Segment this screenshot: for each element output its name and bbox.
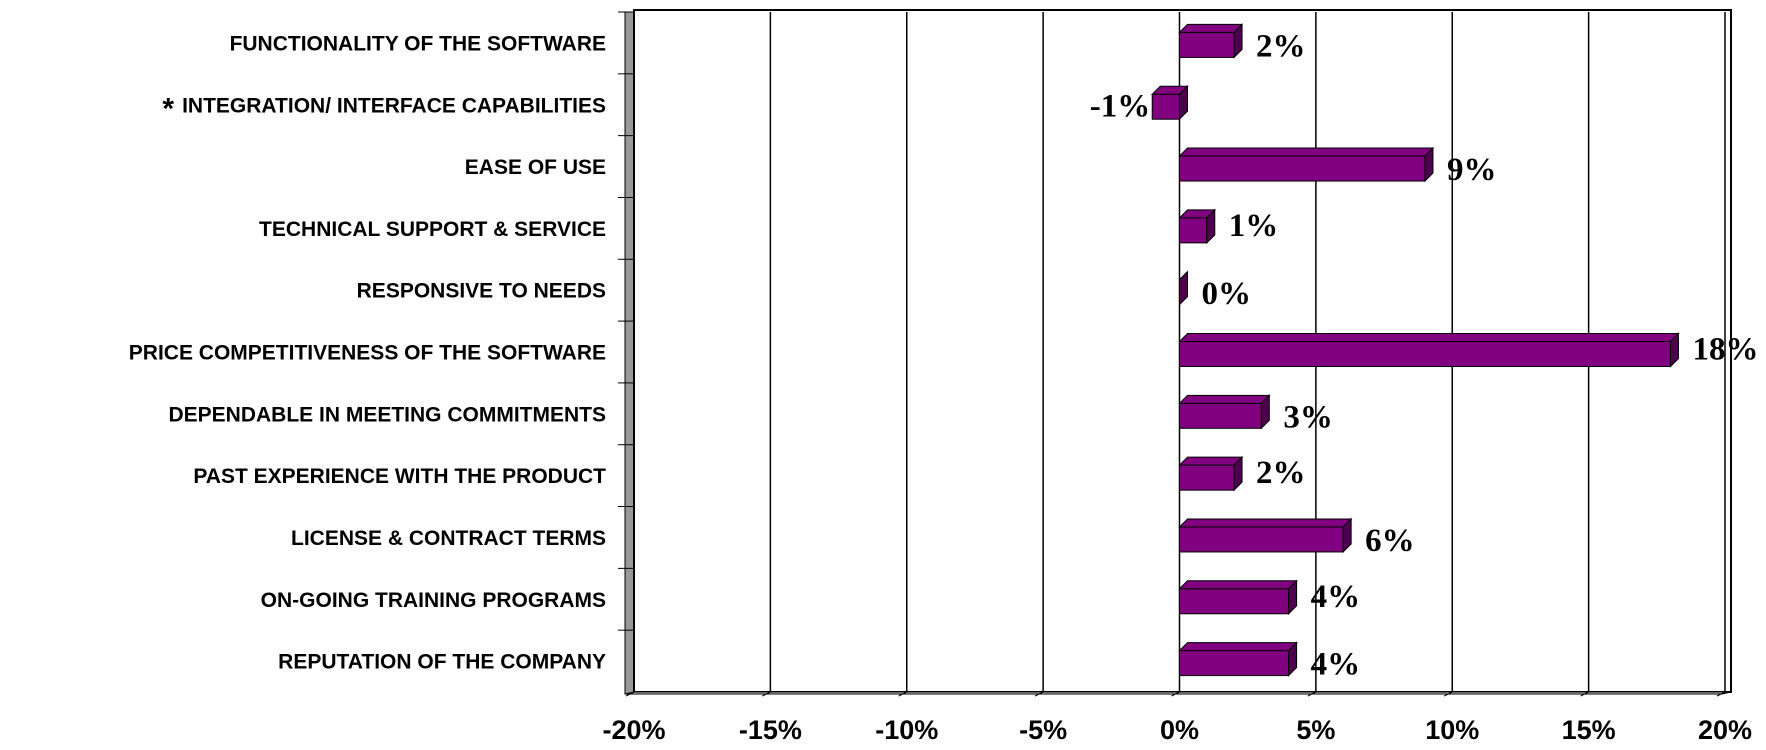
bar-top (1178, 580, 1298, 590)
value-label: 4% (1311, 579, 1361, 615)
bar (1179, 464, 1235, 491)
bar-side (1424, 146, 1434, 183)
bar (1179, 526, 1344, 553)
value-label: -1% (1090, 88, 1151, 124)
y-tick-label: EASE OF USE (465, 156, 606, 179)
x-tick (1716, 691, 1726, 697)
bar (1179, 650, 1290, 677)
value-label: 0% (1202, 276, 1252, 312)
bar-side (1288, 579, 1298, 615)
x-tick (625, 691, 635, 697)
x-tick (1171, 691, 1180, 697)
side-wall (624, 11, 635, 695)
bar-top (1178, 333, 1680, 342)
y-tick-label: LICENSE & CONTRACT TERMS (291, 527, 606, 550)
bar (1179, 217, 1208, 244)
bar-top (1178, 147, 1435, 157)
value-label: 3% (1283, 399, 1333, 435)
x-tick-label: -15% (739, 715, 802, 745)
bar-side (1342, 517, 1352, 554)
x-tick-label: -20% (602, 715, 665, 745)
bar-side (1669, 332, 1679, 368)
x-tick (1580, 691, 1589, 697)
x-tick-label: 15% (1562, 715, 1616, 745)
bar (1179, 341, 1671, 367)
value-label: 18% (1692, 332, 1758, 368)
x-tick (1034, 691, 1044, 697)
x-tick (898, 691, 907, 697)
y-tick-label: DEPENDABLE IN MEETING COMMITMENTS (168, 403, 606, 426)
x-tick (1307, 691, 1317, 697)
bar-side (1206, 208, 1216, 245)
bar-side (1179, 270, 1188, 306)
x-tick-label: 5% (1296, 715, 1335, 745)
value-label: 2% (1256, 455, 1306, 491)
y-tick-label: RESPONSIVE TO NEEDS (357, 280, 606, 303)
bar-top (1178, 456, 1244, 466)
bar-top (1178, 23, 1244, 33)
y-tick-label: PRICE COMPETITIVENESS OF THE SOFTWARE (129, 342, 606, 365)
bar (1179, 155, 1426, 182)
value-label: 4% (1311, 647, 1361, 683)
bar-side (1179, 85, 1188, 121)
bar-side (1233, 23, 1243, 59)
bar-side (1260, 394, 1270, 430)
bar (1151, 93, 1180, 120)
bar-top (1178, 642, 1298, 652)
x-tick-label: 20% (1698, 715, 1752, 745)
bar-side (1288, 641, 1298, 677)
bar (1179, 402, 1262, 429)
y-tick-label: TECHNICAL SUPPORT & SERVICE (259, 218, 606, 241)
bar (1179, 588, 1290, 615)
y-tick-label: INTEGRATION/ INTERFACE CAPABILITIES (182, 94, 606, 117)
x-tick (1444, 691, 1453, 697)
x-tick-label: -5% (1019, 715, 1067, 745)
value-label: 1% (1229, 208, 1279, 244)
x-tick (762, 691, 771, 697)
annotation: * (162, 93, 174, 126)
y-tick-label: REPUTATION OF THE COMPANY (278, 651, 606, 674)
x-tick-label: 0% (1160, 715, 1199, 745)
x-tick-label: -10% (875, 715, 938, 745)
x-tick-label: 10% (1425, 715, 1479, 745)
value-label: 6% (1365, 523, 1415, 559)
bar (1179, 31, 1235, 58)
y-tick-label: FUNCTIONALITY OF THE SOFTWARE (230, 32, 606, 55)
value-label: 2% (1256, 28, 1306, 64)
bar-top (1178, 518, 1353, 528)
value-label: 9% (1447, 152, 1497, 188)
bar-side (1233, 455, 1243, 492)
y-tick-label: PAST EXPERIENCE WITH THE PRODUCT (193, 465, 606, 488)
y-tick-label: ON-GOING TRAINING PROGRAMS (261, 589, 606, 612)
bar-top (1178, 394, 1271, 404)
